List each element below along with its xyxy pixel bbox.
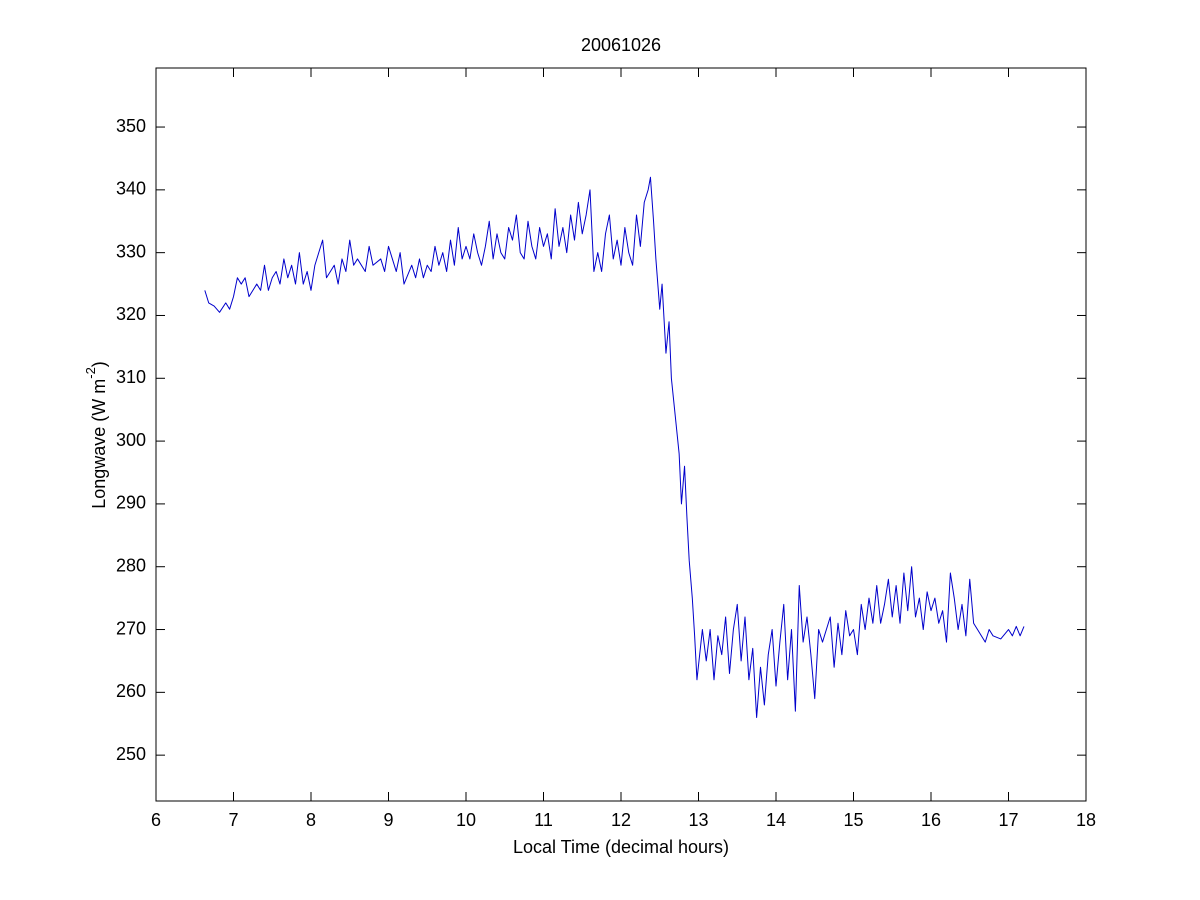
y-tick-label: 300: [116, 430, 146, 450]
x-tick-label: 16: [921, 810, 941, 830]
y-axis-label: Longwave (W m-2): [83, 361, 108, 509]
y-axis-label-text: Longwave (W m: [89, 379, 109, 509]
x-tick-label: 13: [688, 810, 708, 830]
x-tick-label: 14: [766, 810, 786, 830]
x-tick-label: 17: [998, 810, 1018, 830]
x-tick-label: 15: [843, 810, 863, 830]
y-tick-label: 250: [116, 744, 146, 764]
chart-title: 20061026: [581, 35, 661, 55]
y-tick-label: 340: [116, 179, 146, 199]
x-tick-label: 12: [611, 810, 631, 830]
y-tick-label: 320: [116, 304, 146, 324]
y-tick-label: 350: [116, 116, 146, 136]
x-tick-label: 8: [306, 810, 316, 830]
x-tick-label: 11: [534, 810, 553, 830]
x-tick-label: 18: [1076, 810, 1096, 830]
x-tick-label: 9: [383, 810, 393, 830]
x-axis-label: Local Time (decimal hours): [513, 837, 729, 857]
y-tick-label: 260: [116, 681, 146, 701]
y-axis-label-suffix: ): [89, 361, 109, 367]
y-tick-label: 270: [116, 618, 146, 638]
plot-frame: [155, 67, 1087, 802]
data-line: [204, 176, 1025, 718]
x-tick-label: 7: [228, 810, 238, 830]
y-tick-label: 290: [116, 493, 146, 513]
x-tick-label: 6: [151, 810, 161, 830]
y-tick-label: 310: [116, 367, 146, 387]
x-tick-label: 10: [456, 810, 476, 830]
y-axis-label-superscript: -2: [83, 367, 98, 379]
y-tick-label: 280: [116, 555, 146, 575]
y-tick-label: 330: [116, 241, 146, 261]
